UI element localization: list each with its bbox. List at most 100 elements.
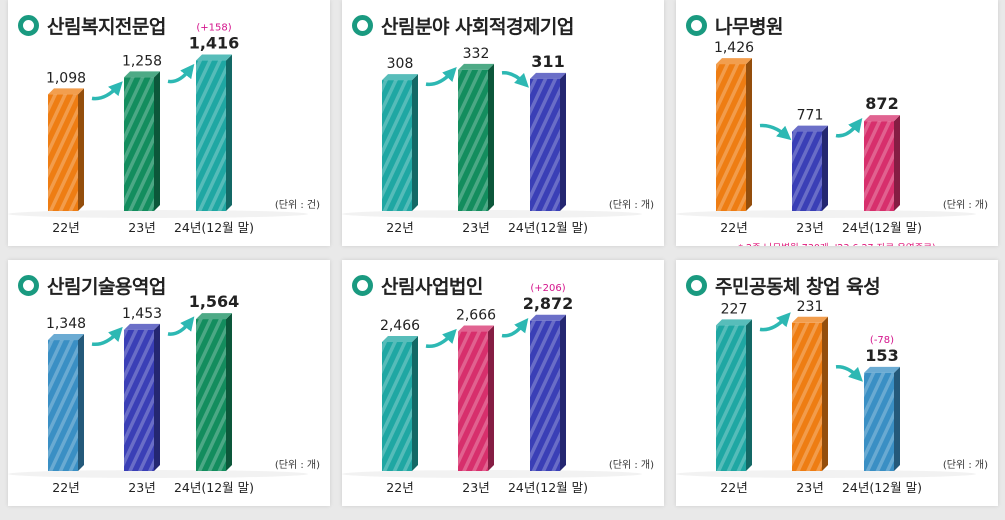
category-label: 22년	[386, 220, 413, 235]
bar	[716, 58, 752, 211]
category-label: 23년	[462, 480, 489, 495]
value-label: 153	[865, 346, 898, 365]
bar	[458, 325, 494, 471]
footnote: * 2종 나무병원 730개, '23.6.27.자로 운영종료)	[676, 240, 998, 246]
trend-arrow-icon	[835, 365, 863, 382]
bar-chart: 1,348 22년 1,453 23년 1,564 24년(12월 말) (단위 : 개)	[8, 292, 320, 495]
unit-label: (단위 : 개)	[275, 458, 320, 471]
unit-label: (단위 : 건)	[275, 198, 320, 211]
unit-label: (단위 : 개)	[943, 458, 988, 471]
category-label: 24년(12월 말)	[842, 480, 922, 495]
category-label: 24년(12월 말)	[174, 480, 254, 495]
bar-chart: 1,098 22년 1,258 23년 1,416 24년(12월 말) (+158) (단위…	[8, 23, 320, 235]
chart-title-text: 나무병원	[715, 16, 783, 38]
bar	[124, 323, 160, 471]
circle-bullet-icon	[686, 15, 707, 36]
chart-title-text: 산림기술용역업	[47, 276, 166, 298]
change-label: (-78)	[870, 335, 894, 346]
bar	[792, 316, 828, 471]
chart-title-text: 산림분야 사회적경제기업	[381, 16, 574, 38]
value-label: 1,426	[714, 40, 754, 56]
category-label: 24년(12월 말)	[174, 220, 254, 235]
trend-arrow-icon	[501, 318, 529, 338]
value-label: 227	[721, 301, 748, 317]
trend-arrow-icon	[91, 81, 123, 101]
value-label: 2,466	[380, 318, 420, 334]
chart-panel-forest-business: 산림사업법인 2,466 22년 2,666 23년 2,872 24년(12월 말) (+2…	[342, 260, 664, 506]
chart-title-text: 주민공동체 창업 육성	[715, 276, 881, 298]
trend-arrow-icon	[167, 63, 195, 84]
value-label: 872	[865, 94, 898, 113]
chart-title: 산림분야 사회적경제기업	[352, 12, 574, 39]
category-label: 23년	[796, 480, 823, 495]
floor-shadow	[342, 470, 642, 478]
chart-title: 나무병원	[686, 12, 783, 39]
chart-title: 주민공동체 창업 육성	[686, 272, 881, 299]
bar	[124, 71, 160, 212]
unit-label: (단위 : 개)	[609, 198, 654, 211]
bar	[48, 88, 84, 211]
trend-arrow-icon	[835, 118, 863, 138]
value-label: 231	[797, 299, 824, 315]
chart-panel-tree-hospital: 나무병원 1,426 22년 771 23년 872 24년(12월 말) (단위 : 개) *…	[676, 0, 998, 246]
category-label: 24년(12월 말)	[508, 480, 588, 495]
chart-panel-forest-engineering: 산림기술용역업 1,348 22년 1,453 23년 1,564 24년(12월 말) (단…	[8, 260, 330, 506]
value-label: 2,666	[456, 308, 496, 324]
trend-arrow-icon	[501, 71, 529, 88]
circle-bullet-icon	[352, 275, 373, 296]
category-label: 22년	[52, 480, 79, 495]
unit-label: (단위 : 개)	[943, 198, 988, 211]
bar	[864, 115, 900, 211]
change-label: (+158)	[196, 23, 231, 34]
bar	[864, 366, 900, 471]
chart-title-text: 산림사업법인	[381, 276, 483, 298]
value-label: 1,258	[122, 53, 162, 69]
category-label: 22년	[52, 220, 79, 235]
trend-arrow-icon	[425, 328, 457, 349]
category-label: 23년	[128, 480, 155, 495]
bar	[792, 125, 828, 211]
category-label: 22년	[720, 220, 747, 235]
bar-chart: 1,426 22년 771 23년 872 24년(12월 말) (단위 : 개)	[676, 40, 988, 235]
floor-shadow	[676, 210, 976, 218]
bar	[382, 74, 418, 211]
category-label: 22년	[720, 480, 747, 495]
bar	[196, 54, 232, 211]
bar-chart: 308 22년 332 23년 311 24년(12월 말) (단위 : 개)	[342, 46, 654, 235]
value-label: 311	[531, 52, 564, 71]
chart-title: 산림기술용역업	[18, 272, 166, 299]
floor-shadow	[8, 470, 308, 478]
category-label: 23년	[796, 220, 823, 235]
category-label: 24년(12월 말)	[842, 220, 922, 235]
category-label: 24년(12월 말)	[508, 220, 588, 235]
value-label: 1,416	[189, 34, 240, 53]
chart-title: 산림복지전문업	[18, 12, 166, 39]
trend-arrow-icon	[167, 316, 195, 336]
trend-arrow-icon	[91, 326, 123, 347]
chart-title-text: 산림복지전문업	[47, 16, 166, 38]
value-label: 308	[387, 56, 414, 72]
value-label: 332	[463, 46, 490, 62]
category-label: 23년	[128, 220, 155, 235]
value-label: 1,348	[46, 316, 86, 332]
floor-shadow	[676, 470, 976, 478]
change-label: (+206)	[530, 283, 565, 294]
category-label: 22년	[386, 480, 413, 495]
bar	[382, 336, 418, 471]
value-label: 771	[797, 108, 824, 124]
chart-panel-community-startup: 주민공동체 창업 육성 227 22년 231 23년 153 24년(12월 말) (-78…	[676, 260, 998, 506]
chart-panel-forest-welfare: 산림복지전문업 1,098 22년 1,258 23년 1,416 24년(12월 말) (+…	[8, 0, 330, 246]
bar-chart: 227 22년 231 23년 153 24년(12월 말) (-78) (단위 : 개)	[676, 299, 988, 495]
bar	[530, 314, 566, 471]
trend-arrow-icon	[425, 66, 457, 87]
circle-bullet-icon	[18, 15, 39, 36]
value-label: 1,564	[189, 292, 240, 311]
unit-label: (단위 : 개)	[609, 458, 654, 471]
circle-bullet-icon	[18, 275, 39, 296]
trend-arrow-icon	[759, 123, 792, 141]
value-label: 1,098	[46, 70, 86, 86]
bar	[530, 72, 566, 211]
value-label: 1,453	[122, 306, 162, 322]
chart-title: 산림사업법인	[352, 272, 483, 299]
circle-bullet-icon	[686, 275, 707, 296]
